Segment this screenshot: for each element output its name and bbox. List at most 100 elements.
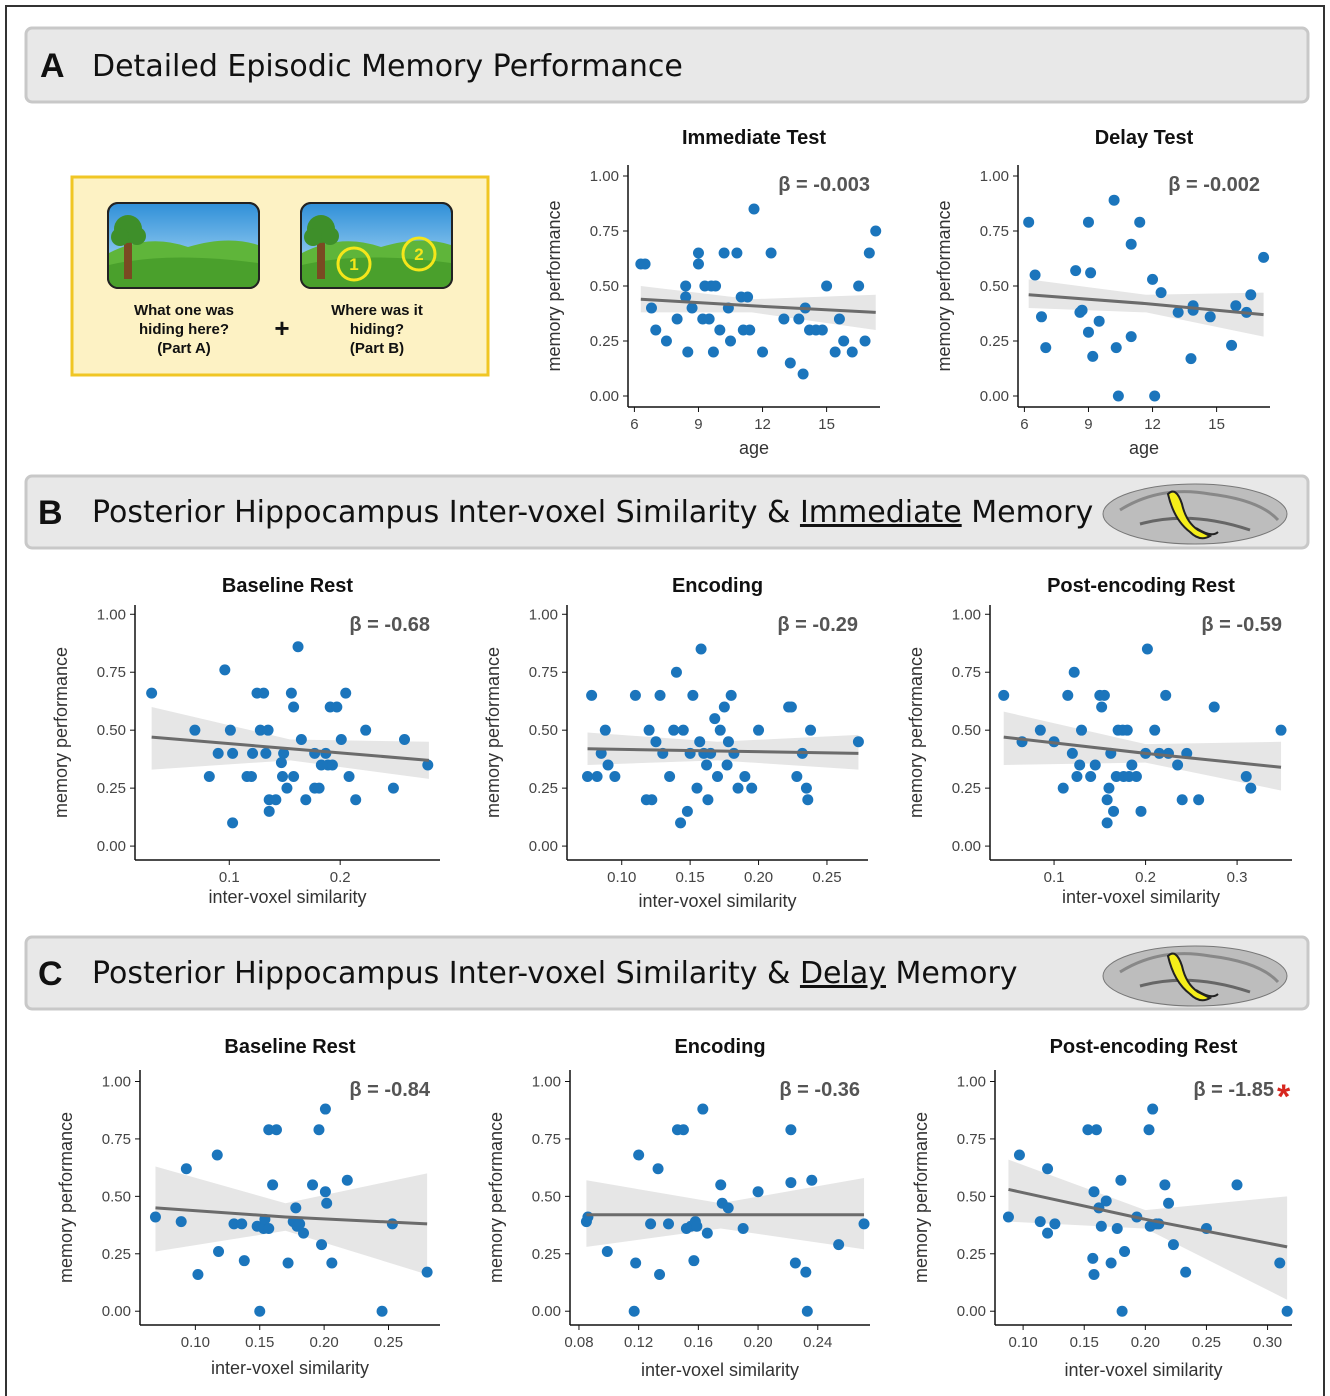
- chart-title: Encoding: [674, 1036, 765, 1058]
- data-point: [800, 1267, 811, 1278]
- data-point: [1014, 1150, 1025, 1161]
- confidence-band: [1029, 279, 1264, 336]
- data-point: [704, 314, 715, 325]
- data-point: [225, 725, 236, 736]
- data-point: [609, 771, 620, 782]
- data-point: [1087, 351, 1098, 362]
- data-point: [320, 1104, 331, 1115]
- data-point: [600, 725, 611, 736]
- data-point: [1117, 1306, 1128, 1317]
- data-point: [213, 1246, 224, 1257]
- data-point: [1111, 342, 1122, 353]
- data-point: [286, 688, 297, 699]
- y-tick-label: 0.50: [590, 278, 619, 295]
- y-axis-label: memory performance: [906, 647, 926, 818]
- data-point: [709, 713, 720, 724]
- x-tick-label: 0.20: [1131, 1334, 1160, 1351]
- data-point: [1083, 217, 1094, 228]
- data-point: [219, 664, 230, 675]
- y-tick-label: 0.25: [957, 1246, 986, 1263]
- data-point: [1147, 1104, 1158, 1115]
- data-point: [331, 702, 342, 713]
- data-point: [640, 259, 651, 270]
- data-point: [1177, 794, 1188, 805]
- data-point: [833, 1239, 844, 1250]
- data-point: [340, 688, 351, 699]
- data-point: [1232, 1179, 1243, 1190]
- data-point: [650, 325, 661, 336]
- data-point: [655, 690, 666, 701]
- data-point: [838, 336, 849, 347]
- x-tick-label: 12: [1144, 416, 1161, 433]
- y-tick-label: 0.00: [980, 388, 1009, 405]
- data-point: [793, 314, 804, 325]
- data-point: [1094, 316, 1105, 327]
- data-point: [791, 771, 802, 782]
- data-point: [798, 369, 809, 380]
- data-point: [1142, 644, 1153, 655]
- x-tick-label: 15: [1208, 416, 1225, 433]
- data-point: [1258, 252, 1269, 263]
- data-point: [1112, 1223, 1123, 1234]
- data-point: [688, 1255, 699, 1266]
- beta-annotation: β = -0.36: [779, 1079, 860, 1101]
- data-point: [270, 794, 281, 805]
- data-point: [1106, 1257, 1117, 1268]
- y-tick-label: 0.75: [97, 664, 126, 681]
- data-point: [263, 725, 274, 736]
- data-point: [630, 690, 641, 701]
- data-point: [422, 1267, 433, 1278]
- data-point: [723, 736, 734, 747]
- y-tick-label: 0.50: [957, 1188, 986, 1205]
- y-axis-label: memory performance: [56, 1112, 76, 1283]
- data-point: [1149, 725, 1160, 736]
- data-point: [239, 1255, 250, 1266]
- y-tick-label: 0.75: [590, 223, 619, 240]
- title-part: Memory: [962, 495, 1094, 530]
- data-point: [664, 771, 675, 782]
- y-tick-label: 0.00: [590, 388, 619, 405]
- title-part: Posterior Hippocampus Inter-voxel Simila…: [92, 956, 800, 991]
- data-point: [1149, 391, 1160, 402]
- chart-title: Post-encoding Rest: [1050, 1036, 1238, 1058]
- data-point: [1071, 771, 1082, 782]
- data-point: [1003, 1212, 1014, 1223]
- x-tick-label: 0.2: [1135, 869, 1156, 886]
- data-point: [801, 783, 812, 794]
- data-point: [1168, 1239, 1179, 1250]
- data-point: [668, 725, 679, 736]
- data-point: [757, 347, 768, 358]
- data-point: [1163, 1198, 1174, 1209]
- data-point: [697, 1104, 708, 1115]
- y-tick-label: 0.00: [952, 838, 981, 855]
- data-point: [738, 1223, 749, 1234]
- scene-image: [108, 203, 259, 288]
- data-point: [326, 1257, 337, 1268]
- data-point: [246, 771, 257, 782]
- data-point: [847, 347, 858, 358]
- data-point: [853, 281, 864, 292]
- x-tick-label: 6: [630, 416, 638, 433]
- y-tick-label: 1.00: [952, 606, 981, 623]
- data-point: [693, 248, 704, 259]
- data-point: [650, 736, 661, 747]
- data-point: [1185, 353, 1196, 364]
- data-point: [602, 1246, 613, 1257]
- data-point: [687, 690, 698, 701]
- data-point: [691, 783, 702, 794]
- data-point: [672, 314, 683, 325]
- data-point: [1090, 759, 1101, 770]
- data-point: [288, 771, 299, 782]
- data-point: [1126, 759, 1137, 770]
- data-point: [1193, 794, 1204, 805]
- data-point: [293, 641, 304, 652]
- data-point: [321, 1198, 332, 1209]
- y-tick-label: 0.25: [97, 780, 126, 797]
- y-tick-label: 0.25: [102, 1246, 131, 1263]
- data-point: [682, 347, 693, 358]
- data-point: [344, 771, 355, 782]
- data-point: [870, 226, 881, 237]
- data-point: [1069, 667, 1080, 678]
- x-tick-label: 0.25: [1192, 1334, 1221, 1351]
- data-point: [213, 748, 224, 759]
